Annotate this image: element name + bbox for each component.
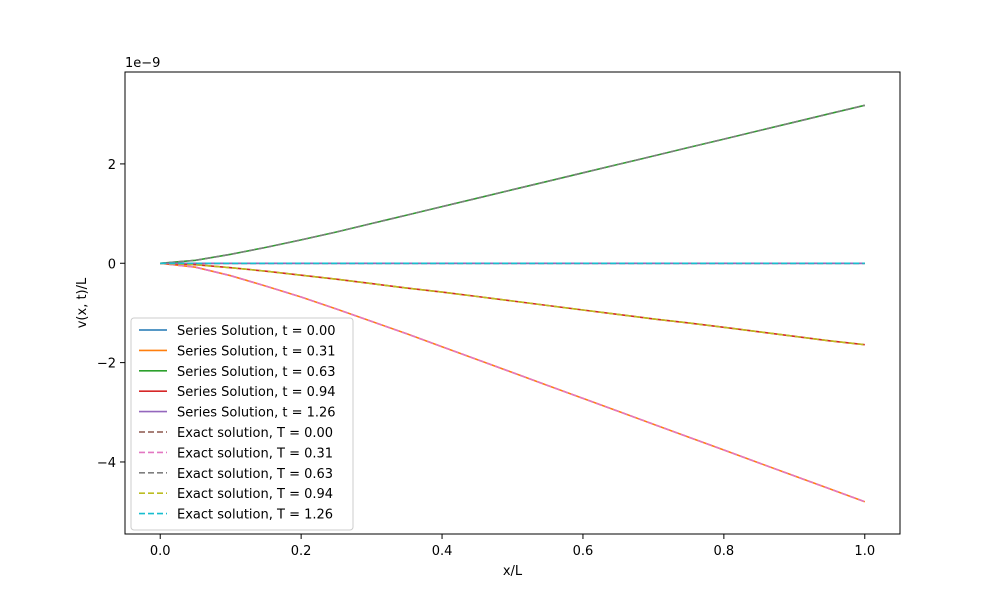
legend-entry-label: Series Solution, t = 0.63 xyxy=(177,365,336,380)
legend-entry-label: Exact solution, T = 0.31 xyxy=(177,446,333,461)
y-tick-label: −4 xyxy=(97,456,116,471)
series-layer xyxy=(160,104,866,503)
x-tick-label: 0.0 xyxy=(150,544,171,559)
x-tick-label: 0.6 xyxy=(573,544,594,559)
legend-entry-label: Series Solution, t = 0.94 xyxy=(177,385,336,400)
y-axis-offset-label: 1e−9 xyxy=(125,56,160,71)
series-line-8 xyxy=(160,104,865,265)
x-tick-label: 0.2 xyxy=(291,544,312,559)
series-line-9 xyxy=(160,262,865,346)
legend-entry-label: Series Solution, t = 0.31 xyxy=(177,344,336,359)
legend-entry-label: Exact solution, T = 0.94 xyxy=(177,487,333,502)
x-axis-label: x/L xyxy=(503,564,523,579)
legend-entry-label: Exact solution, T = 0.63 xyxy=(177,467,333,482)
legend-entry-label: Series Solution, t = 0.00 xyxy=(177,324,336,339)
legend-entry-label: Exact solution, T = 0.00 xyxy=(177,426,333,441)
legend: Series Solution, t = 0.00 Series Solution… xyxy=(130,317,354,531)
plot-area-frame xyxy=(124,71,901,535)
y-tick-label: 2 xyxy=(108,158,116,173)
y-axis: −4 −2 0 2 xyxy=(97,158,125,471)
series-line-7 xyxy=(160,262,866,503)
x-axis: 0.0 0.2 0.4 0.6 0.8 1.0 xyxy=(150,534,875,559)
x-tick-label: 0.4 xyxy=(432,544,453,559)
legend-entry-label: Series Solution, t = 1.26 xyxy=(177,406,336,421)
y-tick-label: −2 xyxy=(97,357,116,372)
y-axis-label: v(x, t)/L xyxy=(75,277,90,328)
legend-entry-label: Exact solution, T = 1.26 xyxy=(177,508,333,523)
x-tick-label: 0.8 xyxy=(714,544,735,559)
legend-box xyxy=(130,317,354,531)
x-tick-label: 1.0 xyxy=(854,544,875,559)
y-tick-label: 0 xyxy=(108,257,116,272)
